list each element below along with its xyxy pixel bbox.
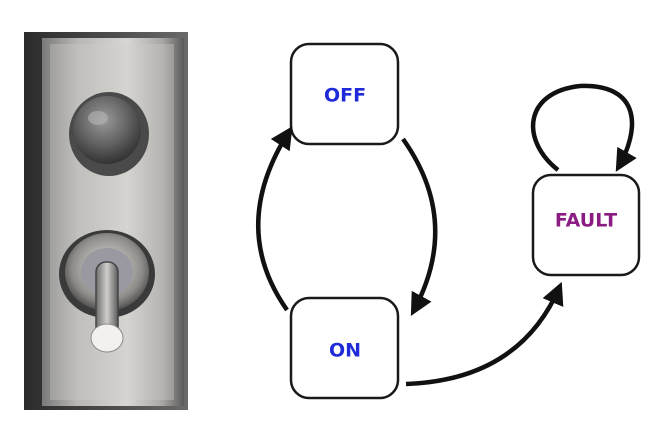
state-fault: FAULT xyxy=(531,173,641,277)
state-on: ON xyxy=(289,296,400,400)
transition-on-to-off-arrow xyxy=(256,126,293,312)
transition-fault-self-loop-arrow xyxy=(530,83,637,172)
state-off-label: OFF xyxy=(324,85,366,107)
transition-off-to-on-arrow xyxy=(401,137,438,316)
toggle-switch-panel-icon xyxy=(24,32,188,410)
indicator-lamp-icon xyxy=(69,92,149,176)
state-fault-label: FAULT xyxy=(555,210,617,232)
state-off: OFF xyxy=(289,42,400,146)
state-on-label: ON xyxy=(329,340,361,362)
transition-on-to-fault-arrow xyxy=(405,281,564,387)
toggle-lever-icon xyxy=(59,230,155,353)
